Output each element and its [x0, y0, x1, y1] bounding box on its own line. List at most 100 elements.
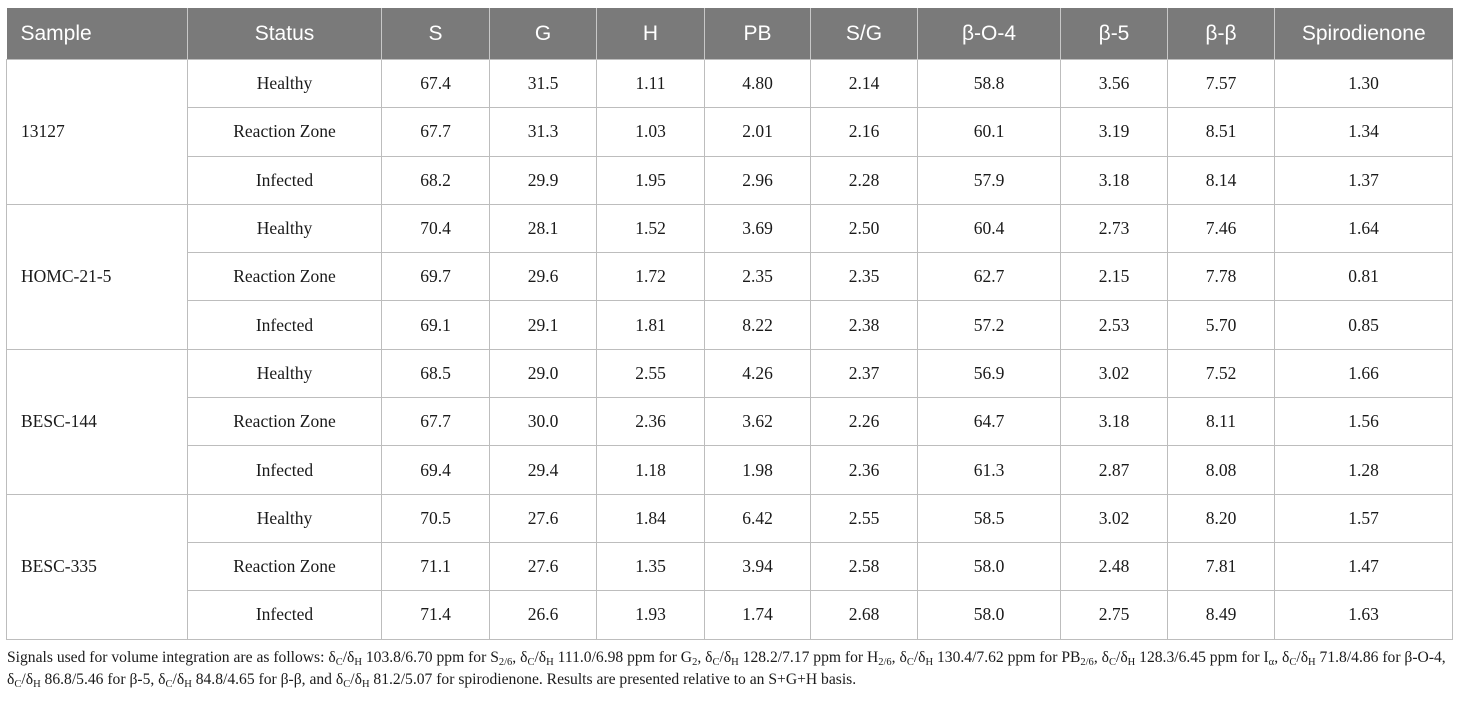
value-cell: 8.51 [1167, 107, 1275, 157]
value-cell: 1.74 [704, 590, 811, 640]
value-cell: 2.73 [1060, 203, 1168, 254]
status-cell: Reaction Zone [187, 107, 382, 157]
value-cell: 3.02 [1060, 493, 1168, 543]
value-cell: 1.52 [596, 203, 705, 254]
value-cell: 58.0 [917, 541, 1061, 592]
value-cell: 1.03 [596, 107, 705, 157]
value-cell: 2.38 [810, 300, 918, 350]
status-cell: Healthy [187, 348, 382, 399]
value-cell: 7.57 [1167, 58, 1275, 109]
value-cell: 58.5 [917, 493, 1061, 543]
value-cell: 7.52 [1167, 348, 1275, 399]
value-cell: 4.26 [704, 348, 811, 399]
value-cell: 68.2 [381, 155, 490, 205]
value-cell: 2.53 [1060, 300, 1168, 350]
header-row: Sample Status S G H PB S/G β-O-4 β-5 β-β Spirodien… [6, 8, 1453, 60]
value-cell: 3.02 [1060, 348, 1168, 399]
value-cell: 60.1 [917, 107, 1061, 157]
value-cell: 69.1 [381, 300, 490, 350]
value-cell: 2.96 [704, 155, 811, 205]
value-cell: 2.36 [810, 445, 918, 495]
value-cell: 1.81 [596, 300, 705, 350]
value-cell: 3.62 [704, 397, 811, 447]
value-cell: 29.1 [489, 300, 597, 350]
value-cell: 2.75 [1060, 590, 1168, 640]
status-cell: Reaction Zone [187, 252, 382, 302]
column-header: Spirodienone [1274, 8, 1453, 60]
value-cell: 2.36 [596, 397, 705, 447]
value-cell: 2.14 [810, 58, 918, 109]
value-cell: 2.28 [810, 155, 918, 205]
value-cell: 1.47 [1274, 541, 1453, 592]
table-row: HOMC-21-5 Healthy 70.4 28.1 1.52 3.69 2.50 60.4… [6, 203, 1453, 350]
value-cell: 64.7 [917, 397, 1061, 447]
status-cell: Infected [187, 590, 382, 640]
value-cell: 27.6 [489, 541, 597, 592]
column-header: β-O-4 [917, 8, 1061, 60]
value-cell: 31.3 [489, 107, 597, 157]
column-header: Status [187, 8, 382, 60]
value-cell: 60.4 [917, 203, 1061, 254]
value-cell: 1.66 [1274, 348, 1453, 399]
value-cell: 7.46 [1167, 203, 1275, 254]
value-cell: 1.56 [1274, 397, 1453, 447]
value-cell: 3.94 [704, 541, 811, 592]
value-cell: 8.22 [704, 300, 811, 350]
column-header: S [381, 8, 490, 60]
value-cell: 57.9 [917, 155, 1061, 205]
column-header: Sample [6, 8, 188, 60]
table-row: Reaction Zone 67.7 31.3 1.03 2.01 2.16 60.1 3.1… [7, 107, 1453, 157]
value-cell: 1.57 [1274, 493, 1453, 543]
value-cell: 1.35 [596, 541, 705, 592]
status-cell: Healthy [187, 203, 382, 254]
value-cell: 3.56 [1060, 58, 1168, 109]
value-cell: 69.4 [381, 445, 490, 495]
value-cell: 2.37 [810, 348, 918, 399]
value-cell: 70.5 [381, 493, 490, 543]
table-row: Reaction Zone 67.7 30.0 2.36 3.62 2.26 64.7 3.1… [7, 397, 1453, 447]
value-cell: 2.55 [596, 348, 705, 399]
value-cell: 1.98 [704, 445, 811, 495]
value-cell: 8.49 [1167, 590, 1275, 640]
value-cell: 2.16 [810, 107, 918, 157]
value-cell: 2.35 [810, 252, 918, 302]
value-cell: 71.1 [381, 541, 490, 592]
status-cell: Infected [187, 155, 382, 205]
column-header: β-β [1167, 8, 1275, 60]
value-cell: 1.64 [1274, 203, 1453, 254]
value-cell: 1.37 [1274, 155, 1453, 205]
value-cell: 0.81 [1274, 252, 1453, 302]
value-cell: 4.80 [704, 58, 811, 109]
value-cell: 29.4 [489, 445, 597, 495]
table-body: 13127 Healthy 67.4 31.5 1.11 4.80 2.14 58.8 3.56… [6, 58, 1453, 640]
value-cell: 26.6 [489, 590, 597, 640]
column-header: S/G [810, 8, 918, 60]
value-cell: 58.0 [917, 590, 1061, 640]
table-row: Infected 68.2 29.9 1.95 2.96 2.28 57.9 3.18 8.14… [7, 155, 1453, 205]
status-cell: Healthy [187, 493, 382, 543]
value-cell: 58.8 [917, 58, 1061, 109]
value-cell: 29.6 [489, 252, 597, 302]
value-cell: 8.20 [1167, 493, 1275, 543]
value-cell: 71.4 [381, 590, 490, 640]
value-cell: 8.11 [1167, 397, 1275, 447]
value-cell: 2.68 [810, 590, 918, 640]
value-cell: 69.7 [381, 252, 490, 302]
value-cell: 1.84 [596, 493, 705, 543]
value-cell: 1.18 [596, 445, 705, 495]
value-cell: 2.35 [704, 252, 811, 302]
table-row: Infected 71.4 26.6 1.93 1.74 2.68 58.0 2.75 8.49… [7, 590, 1453, 640]
value-cell: 1.63 [1274, 590, 1453, 640]
value-cell: 29.9 [489, 155, 597, 205]
value-cell: 31.5 [489, 58, 597, 109]
table-row: BESC-144 Healthy 68.5 29.0 2.55 4.26 2.37 56.9 3… [6, 348, 1453, 495]
value-cell: 2.87 [1060, 445, 1168, 495]
value-cell: 1.93 [596, 590, 705, 640]
value-cell: 8.14 [1167, 155, 1275, 205]
value-cell: 1.11 [596, 58, 705, 109]
value-cell: 6.42 [704, 493, 811, 543]
status-cell: Healthy [187, 58, 382, 109]
value-cell: 2.55 [810, 493, 918, 543]
value-cell: 2.26 [810, 397, 918, 447]
value-cell: 7.78 [1167, 252, 1275, 302]
